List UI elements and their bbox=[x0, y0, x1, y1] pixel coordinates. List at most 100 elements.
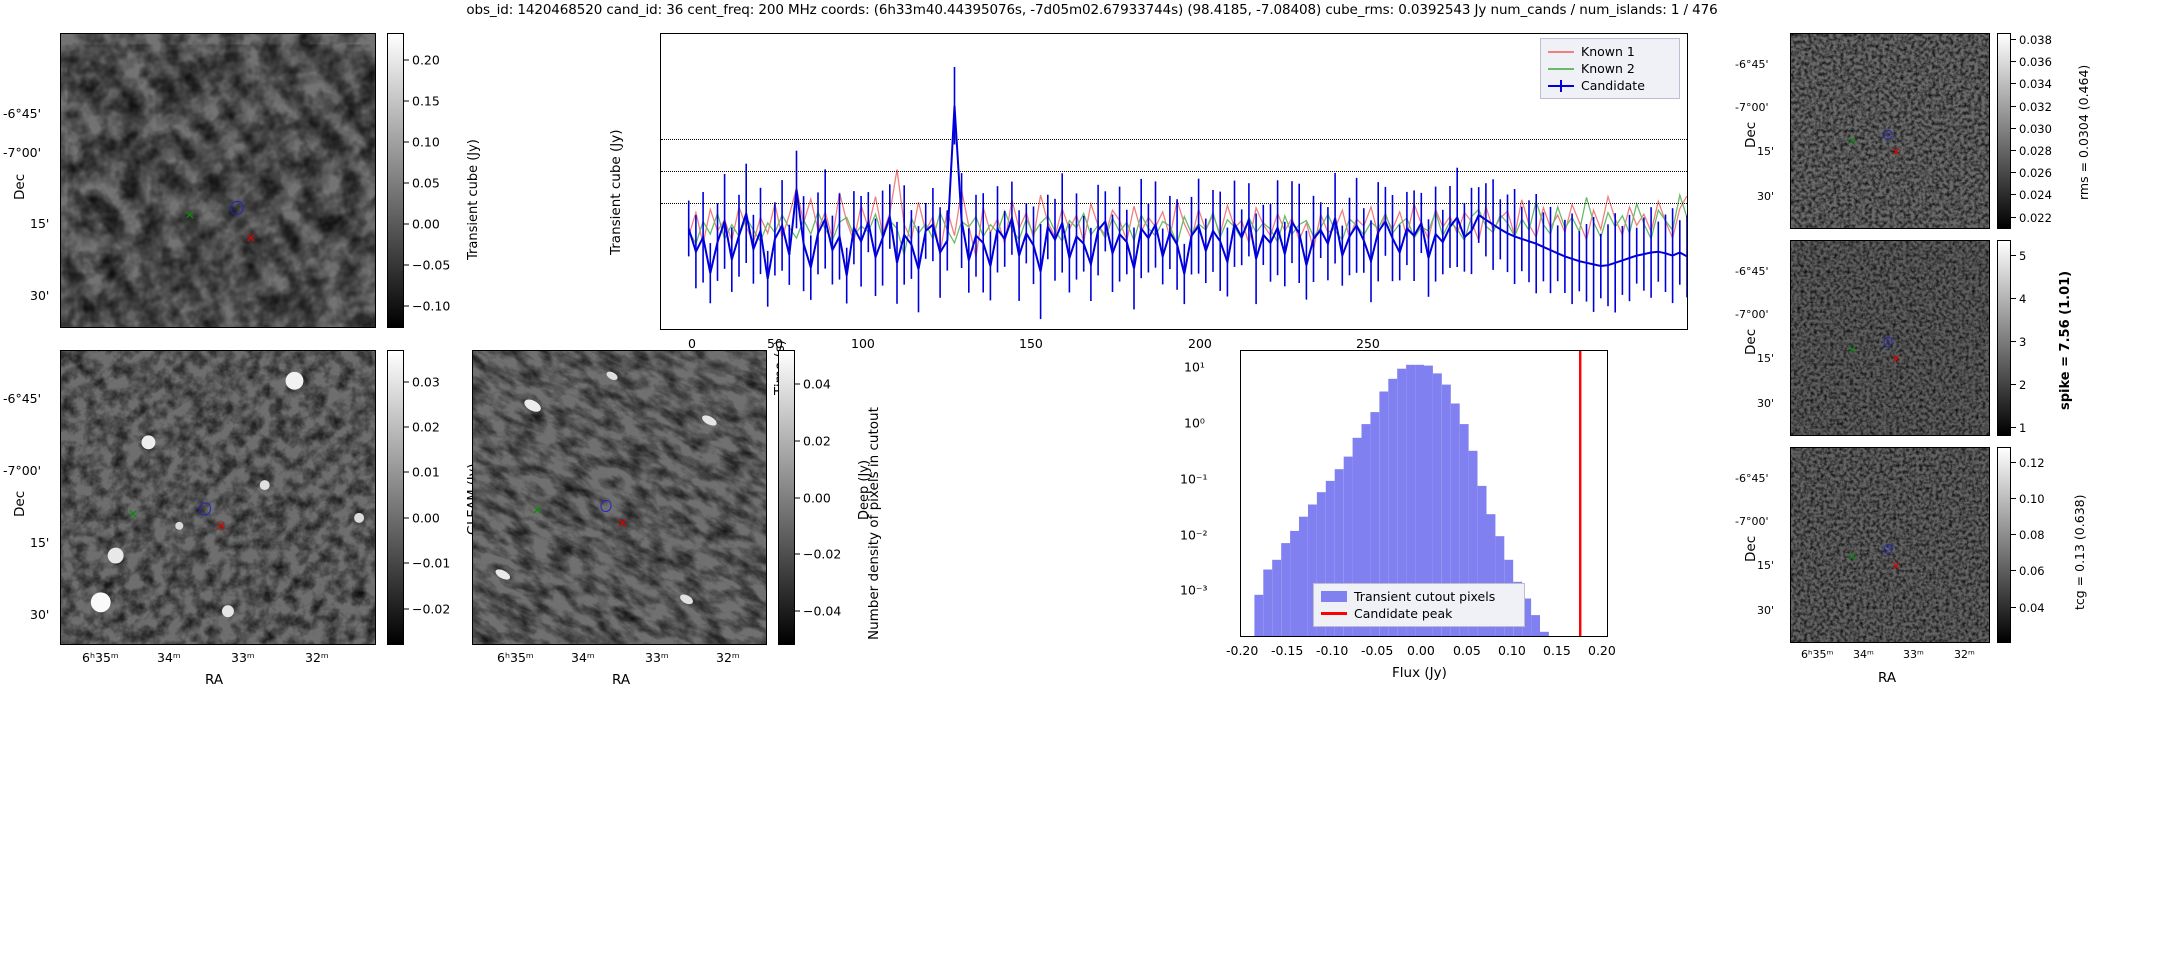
spike-image[interactable]: ✕ ✕ bbox=[1790, 240, 1990, 436]
histogram-y-axis-label: Number density of pixels in cutout bbox=[866, 407, 882, 640]
legend-item: Candidate peak bbox=[1321, 605, 1517, 622]
flux-tick: 0.15 bbox=[1543, 643, 1571, 658]
time-tick: 100 bbox=[851, 336, 875, 351]
deep-colorbar-ticks: 0.04 0.02 0.00 −0.02 −0.04 bbox=[795, 350, 855, 645]
cb-tick: −0.02 bbox=[404, 601, 450, 616]
gleam-image[interactable]: ✕ ✕ bbox=[60, 350, 376, 645]
lightcurve-plot[interactable] bbox=[660, 33, 1688, 330]
hist-y-tick: 10⁰ bbox=[1184, 415, 1205, 431]
deep-image[interactable]: ✕ ✕ bbox=[472, 350, 767, 645]
cb-tick: 0.01 bbox=[404, 465, 440, 480]
dec-tick: -7°00' bbox=[3, 145, 42, 160]
dec-tick: 15' bbox=[1757, 559, 1775, 572]
ra-tick: 34ᵐ bbox=[571, 650, 595, 665]
cb-tick: 0.02 bbox=[404, 420, 440, 435]
dec-tick: -7°00' bbox=[3, 463, 42, 478]
ra-tick: 32ᵐ bbox=[305, 650, 329, 665]
cb-tick: −0.02 bbox=[795, 547, 841, 562]
cb-tick: 0.00 bbox=[795, 490, 831, 505]
dec-tick: -6°45' bbox=[1735, 265, 1769, 278]
cb-tick: 0.10 bbox=[404, 134, 440, 149]
time-tick: 250 bbox=[1356, 336, 1380, 351]
ra-tick: 6ʰ35ᵐ bbox=[82, 650, 119, 665]
flux-tick: 0.20 bbox=[1588, 643, 1616, 658]
dec-tick: 15' bbox=[1757, 145, 1775, 158]
candidate-marker-red: ✕ bbox=[616, 516, 628, 532]
histogram-x-axis-label: Flux (Jy) bbox=[1392, 665, 1447, 681]
cb-tick: 0.00 bbox=[404, 216, 440, 231]
rms-image[interactable]: ✕ ✕ bbox=[1790, 33, 1990, 229]
legend-label: Known 1 bbox=[1581, 44, 1635, 59]
cb-tick: 0.028 bbox=[2011, 144, 2052, 158]
tcg-colorbar-label: tcg = 0.13 (0.638) bbox=[2072, 494, 2087, 610]
cb-tick: 0.00 bbox=[404, 510, 440, 525]
known2-marker-green: ✕ bbox=[184, 208, 196, 224]
hist-y-tick: 10⁻² bbox=[1180, 527, 1208, 543]
histogram-plot[interactable] bbox=[1240, 350, 1608, 637]
cb-tick: 0.02 bbox=[795, 433, 831, 448]
threshold-line-positive bbox=[661, 139, 1687, 140]
flux-tick: -0.15 bbox=[1271, 643, 1304, 658]
time-tick: 0 bbox=[688, 336, 696, 351]
page-title: obs_id: 1420468520 cand_id: 36 cent_freq… bbox=[466, 2, 1718, 18]
dec-tick: 30' bbox=[30, 288, 50, 303]
cb-tick: 0.036 bbox=[2011, 55, 2052, 69]
candidate-marker-red: ✕ bbox=[215, 519, 227, 535]
dec-tick: -7°00' bbox=[1735, 101, 1769, 114]
cb-tick: 0.030 bbox=[2011, 122, 2052, 136]
cb-tick: 0.04 bbox=[2011, 601, 2045, 615]
legend-label: Transient cutout pixels bbox=[1354, 589, 1496, 604]
dec-tick: 15' bbox=[1757, 352, 1775, 365]
known2-marker-green: ✕ bbox=[1847, 550, 1857, 564]
candidate-marker-red: ✕ bbox=[1891, 352, 1901, 366]
legend-item: Known 2 bbox=[1548, 60, 1672, 77]
candidate-contour bbox=[1883, 129, 1893, 140]
gleam-dec-axis-label: Dec bbox=[12, 490, 28, 517]
transient-cube-colorbar bbox=[387, 33, 404, 328]
ra-tick: 6ʰ35ᵐ bbox=[497, 650, 534, 665]
ra-tick: 32ᵐ bbox=[716, 650, 740, 665]
ra-tick: 34ᵐ bbox=[1853, 648, 1874, 661]
lightcurve-legend: Known 1 Known 2 Candidate bbox=[1540, 38, 1680, 99]
tcg-colorbar bbox=[1997, 447, 2011, 643]
ra-tick: 33ᵐ bbox=[231, 650, 255, 665]
dec-tick: 30' bbox=[30, 607, 50, 622]
cb-tick: 1 bbox=[2011, 421, 2026, 435]
dec-tick: 30' bbox=[1757, 604, 1775, 617]
dec-tick: -6°45' bbox=[3, 391, 42, 406]
flux-tick: 0.10 bbox=[1498, 643, 1526, 658]
cb-tick: −0.01 bbox=[404, 556, 450, 571]
lightcurve-y-axis-label: Transient cube (Jy) bbox=[608, 129, 624, 255]
time-tick: 50 bbox=[767, 336, 783, 351]
flux-tick: -0.20 bbox=[1226, 643, 1259, 658]
tcg-image[interactable]: ✕ ✕ bbox=[1790, 447, 1990, 643]
transient-cube-dec-axis-label: Dec bbox=[12, 173, 28, 200]
transient-cube-colorbar-label: Transient cube (Jy) bbox=[466, 139, 481, 260]
gleam-ra-axis-label: RA bbox=[205, 672, 224, 688]
rms-colorbar-label: rms = 0.0304 (0.464) bbox=[2076, 64, 2091, 200]
gleam-colorbar-ticks: 0.03 0.02 0.01 0.00 −0.01 −0.02 bbox=[404, 350, 464, 645]
transient-cube-image[interactable]: ✕ ✕ bbox=[60, 33, 376, 328]
ra-tick: 34ᵐ bbox=[157, 650, 181, 665]
spike-colorbar-ticks: 5 4 3 2 1 bbox=[2011, 240, 2069, 436]
candidate-contour bbox=[1883, 336, 1893, 347]
legend-label: Candidate peak bbox=[1354, 606, 1453, 621]
cb-tick: 3 bbox=[2011, 335, 2026, 349]
dec-tick: -6°45' bbox=[3, 106, 42, 121]
time-tick: 150 bbox=[1019, 336, 1043, 351]
deep-ra-axis-label: RA bbox=[612, 672, 631, 688]
legend-label: Candidate bbox=[1581, 78, 1645, 93]
time-tick: 200 bbox=[1188, 336, 1212, 351]
candidate-marker-red: ✕ bbox=[1891, 145, 1901, 159]
cb-tick: 0.026 bbox=[2011, 166, 2052, 180]
candidate-contour bbox=[230, 201, 244, 216]
ra-tick: 33ᵐ bbox=[1903, 648, 1924, 661]
histogram-y-ticks: 10¹ 10⁰ 10⁻¹ 10⁻² 10⁻³ bbox=[1180, 350, 1240, 637]
deep-colorbar bbox=[778, 350, 795, 645]
known2-marker-green: ✕ bbox=[532, 503, 543, 519]
cb-tick: 4 bbox=[2011, 292, 2026, 306]
candidate-contour bbox=[1883, 543, 1893, 554]
cb-tick: 2 bbox=[2011, 378, 2026, 392]
spike-colorbar bbox=[1997, 240, 2011, 436]
known2-marker-green: ✕ bbox=[127, 507, 139, 523]
